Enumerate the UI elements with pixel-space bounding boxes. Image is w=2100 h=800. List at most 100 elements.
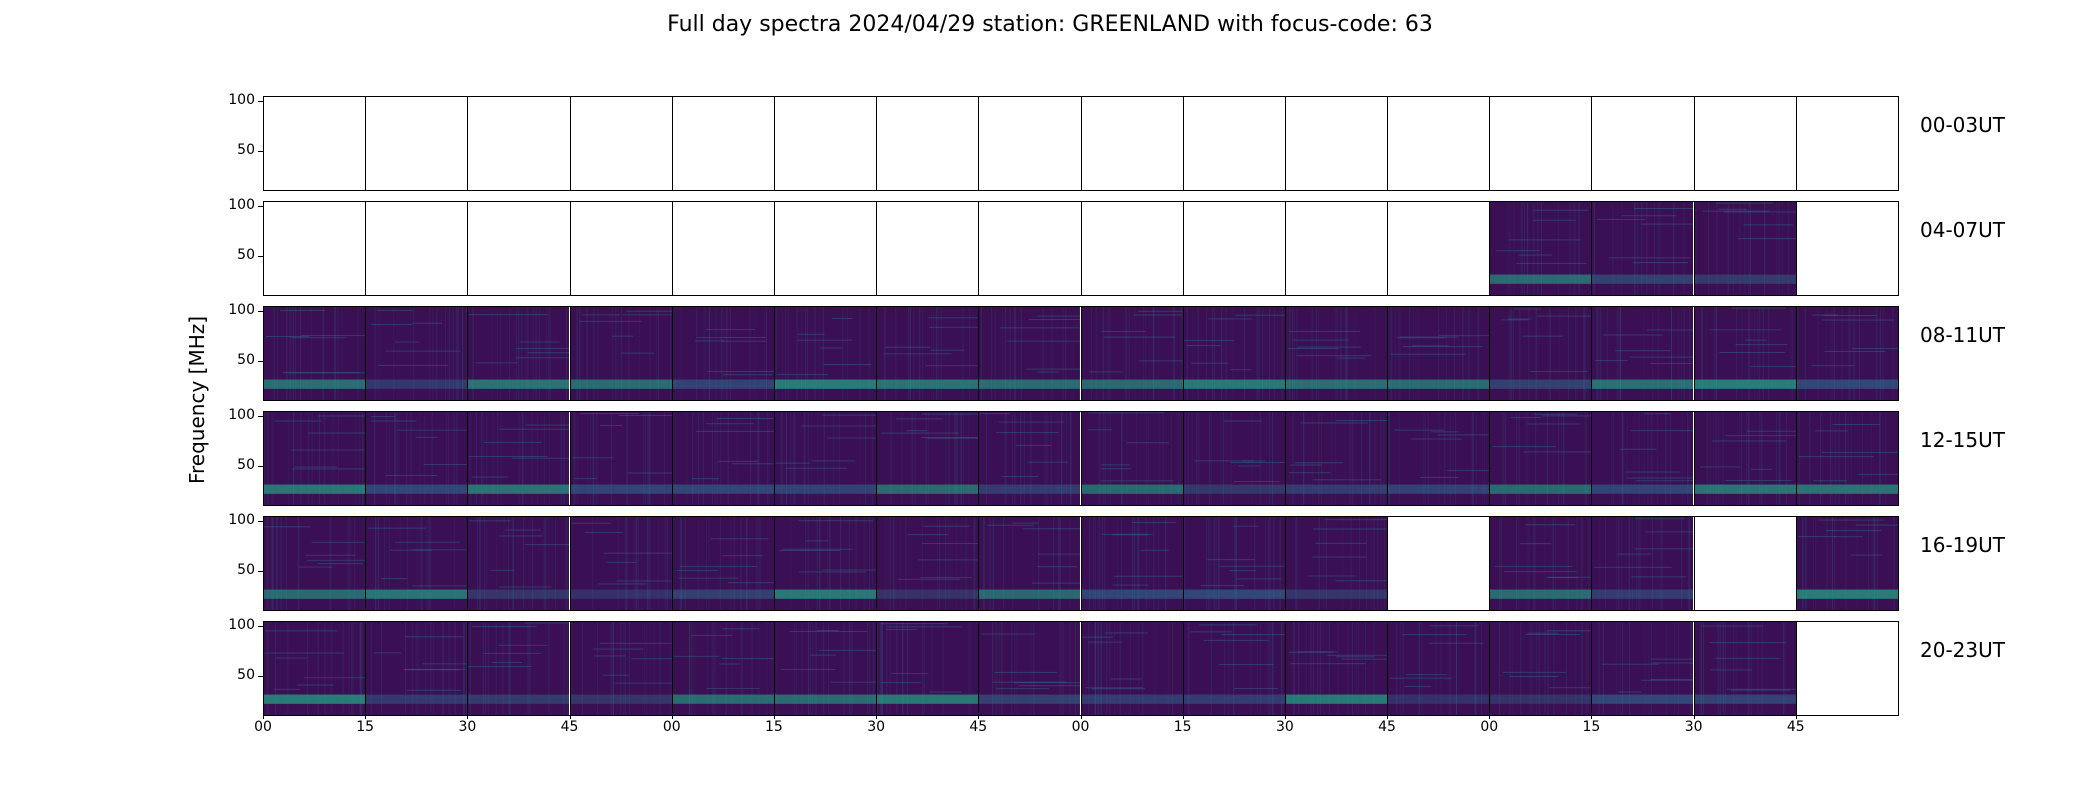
x-tick-label: 15	[1582, 719, 1601, 735]
empty-panel	[671, 96, 775, 191]
x-tick-mark	[978, 714, 980, 719]
x-tick-mark	[467, 714, 469, 719]
x-tick-label: 30	[867, 719, 886, 735]
spectrogram-panel	[1182, 411, 1308, 506]
spectrogram-image	[877, 622, 979, 715]
spectrogram-panel	[1795, 306, 1915, 401]
spectrogram-panel	[263, 306, 376, 401]
x-tick-label: 00	[1480, 719, 1499, 735]
y-tick-mark	[258, 416, 263, 417]
empty-panel	[569, 201, 673, 296]
y-tick-label: 100	[228, 512, 255, 528]
x-tick-label: 30	[458, 719, 477, 735]
spectrogram-image	[1388, 622, 1490, 715]
empty-panel	[671, 201, 775, 296]
x-tick-label: 15	[765, 719, 783, 735]
spectra-row	[263, 306, 1915, 401]
empty-panel	[365, 201, 469, 296]
spectrogram-panel	[1591, 516, 1717, 611]
spectrogram-panel	[1080, 411, 1184, 506]
spectrogram-image	[264, 412, 375, 505]
spectrogram-image	[1081, 412, 1183, 505]
empty-panel	[773, 96, 878, 191]
y-tick-mark	[258, 256, 263, 257]
x-tick-label: 00	[1071, 719, 1090, 735]
spectrogram-image	[366, 412, 477, 505]
spectrogram-panel	[1284, 516, 1395, 611]
spectrogram-image	[672, 307, 786, 400]
spectrogram-panel	[978, 621, 1094, 716]
spectrogram-image	[570, 517, 683, 610]
y-tick-label: 50	[237, 457, 255, 473]
spectrogram-image	[1490, 622, 1612, 715]
spectrogram-image	[468, 412, 582, 505]
empty-panel	[978, 201, 1082, 296]
spectrogram-image	[1694, 307, 1800, 400]
spectrogram-image	[1183, 307, 1287, 400]
empty-panel	[1284, 96, 1389, 191]
spectrogram-panel	[1795, 411, 1917, 506]
empty-panel	[978, 96, 1082, 191]
spectrogram-image	[1183, 412, 1308, 505]
spectrogram-panel	[1284, 306, 1389, 401]
y-tick-label: 50	[237, 247, 255, 263]
spectrogram-image	[1285, 307, 1387, 400]
spectrogram-image	[1490, 517, 1598, 610]
spectrogram-panel	[876, 411, 1000, 506]
spectrogram-panel	[1080, 306, 1206, 401]
spectrogram-panel	[467, 621, 572, 716]
spectrogram-image	[1081, 517, 1190, 610]
empty-panel	[1080, 201, 1184, 296]
spectrogram-panel	[569, 306, 689, 401]
y-tick-label: 100	[228, 197, 255, 213]
spectrogram-panel	[1693, 201, 1808, 296]
spectrogram-panel	[365, 516, 484, 611]
x-tick-mark	[1591, 714, 1593, 719]
spectrogram-image	[1796, 517, 1932, 610]
spectrogram-image	[979, 412, 1081, 505]
spectrogram-image	[1285, 412, 1396, 505]
y-tick-label: 100	[228, 617, 255, 633]
empty-panel	[263, 201, 367, 296]
x-tick-mark	[1795, 714, 1797, 719]
spectrogram-panel	[1489, 201, 1593, 296]
spectrogram-panel	[1591, 621, 1726, 716]
spectrogram-panel	[1284, 621, 1423, 716]
spectrogram-image	[672, 622, 797, 715]
spectrogram-image	[979, 307, 1098, 400]
spectrogram-panel	[1693, 411, 1821, 506]
x-tick-mark	[671, 714, 673, 719]
spectrogram-panel	[365, 306, 469, 401]
spectrogram-image	[1081, 307, 1206, 400]
spectrogram-image	[877, 517, 1001, 610]
y-tick-mark	[258, 311, 263, 312]
x-tick-label: 30	[1275, 719, 1294, 735]
x-tick-label: 45	[560, 719, 579, 735]
y-tick-mark	[258, 676, 263, 677]
spectrogram-image	[264, 517, 381, 610]
row-time-label: 20-23UT	[1920, 638, 2005, 662]
empty-panel	[1182, 96, 1286, 191]
spectrogram-image	[1592, 622, 1726, 715]
x-tick-mark	[773, 714, 775, 719]
spectrogram-image	[1388, 307, 1518, 400]
spectra-row	[263, 96, 1899, 191]
x-tick-label: 45	[1378, 719, 1396, 735]
spectrogram-panel	[671, 306, 786, 401]
empty-panel	[876, 201, 980, 296]
row-time-label: 16-19UT	[1920, 533, 2005, 557]
spectrogram-panel	[365, 621, 473, 716]
spectrogram-image	[1285, 517, 1395, 610]
empty-panel	[569, 96, 673, 191]
spectrogram-image	[1592, 517, 1717, 610]
spectrogram-panel	[1387, 306, 1518, 401]
y-tick-mark	[258, 466, 263, 467]
empty-panel	[263, 96, 367, 191]
spectrogram-image	[1694, 622, 1797, 715]
spectrogram-panel	[773, 516, 892, 611]
y-tick-label: 50	[237, 562, 255, 578]
x-tick-label: 00	[662, 719, 681, 735]
spectrogram-panel	[467, 411, 582, 506]
spectrogram-panel	[1080, 516, 1190, 611]
